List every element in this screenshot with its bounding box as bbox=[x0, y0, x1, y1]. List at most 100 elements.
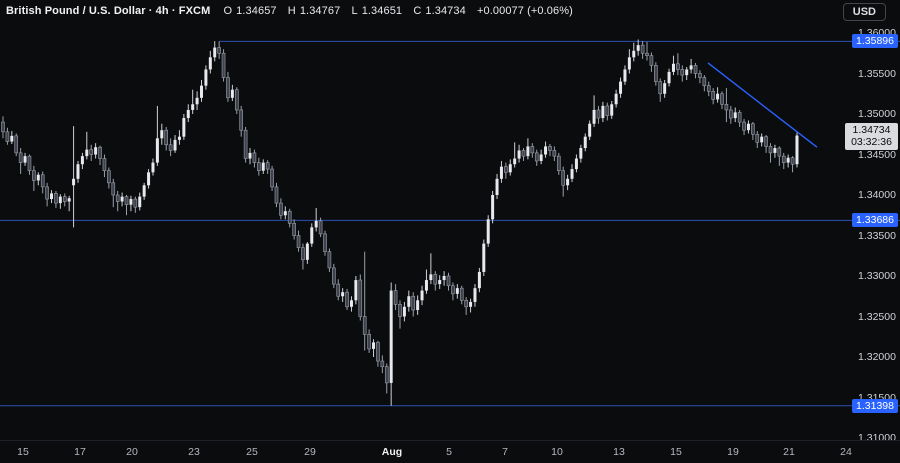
candle-down bbox=[318, 220, 323, 235]
candle-down bbox=[680, 69, 685, 76]
candle-down bbox=[45, 186, 49, 200]
level-price-badge: 1.33686 bbox=[852, 213, 898, 228]
candle-up bbox=[341, 292, 345, 297]
candle-down bbox=[790, 157, 795, 165]
candle-up bbox=[142, 185, 146, 197]
quote-currency-badge[interactable]: USD bbox=[842, 3, 886, 21]
candle-down bbox=[345, 291, 349, 308]
candle-down bbox=[548, 146, 552, 151]
candle-up bbox=[72, 178, 76, 186]
candle-up bbox=[685, 69, 689, 76]
current-price-badge: 1.34734 03:32:36 bbox=[845, 122, 898, 150]
candle-down bbox=[605, 105, 610, 116]
candle-down bbox=[98, 146, 102, 159]
candle-up bbox=[199, 85, 203, 98]
candle-down bbox=[336, 283, 341, 297]
time-axis-label: Aug bbox=[381, 446, 403, 458]
candle-up bbox=[495, 178, 499, 195]
candle-up bbox=[354, 280, 358, 301]
candle-down bbox=[62, 196, 67, 202]
ohlc-open: O 1.34657 bbox=[223, 5, 277, 17]
candle-up bbox=[416, 300, 420, 311]
candle-up bbox=[442, 276, 446, 281]
candle-down bbox=[358, 279, 363, 317]
bar-countdown: 03:32:36 bbox=[851, 136, 892, 149]
time-axis-label: 10 bbox=[551, 446, 563, 458]
candle-up bbox=[402, 306, 406, 317]
trendline-drawing[interactable] bbox=[707, 62, 818, 148]
ohlc-close: C 1.34734 bbox=[413, 5, 466, 17]
time-axis-label: 29 bbox=[304, 446, 316, 458]
candle-up bbox=[305, 243, 309, 260]
candle-down bbox=[521, 150, 526, 157]
candle-down bbox=[296, 235, 301, 248]
candle-up bbox=[786, 157, 790, 163]
candle-up bbox=[310, 227, 314, 244]
candle-down bbox=[504, 166, 508, 173]
candle-down bbox=[40, 174, 45, 188]
price-axis-label: 1.32000 bbox=[858, 351, 896, 363]
candle-up bbox=[94, 147, 98, 155]
candle-down bbox=[751, 123, 755, 135]
ohlc-low: L 1.34651 bbox=[351, 5, 403, 17]
candle-down bbox=[323, 233, 327, 253]
candle-down bbox=[133, 198, 138, 208]
candle-down bbox=[534, 152, 539, 162]
symbol-header[interactable]: British Pound / U.S. Dollar · 4h · FXCM … bbox=[6, 5, 577, 17]
candle-down bbox=[768, 146, 773, 154]
candle-down bbox=[252, 152, 257, 163]
time-axis-label: 19 bbox=[727, 446, 739, 458]
candle-up bbox=[182, 118, 186, 137]
price-axis-label: 1.35500 bbox=[858, 67, 896, 80]
time-axis-label: 15 bbox=[670, 446, 682, 458]
candle-down bbox=[737, 112, 742, 123]
candle-up bbox=[486, 219, 490, 244]
candle-down bbox=[362, 316, 367, 335]
price-axis-label: 1.33000 bbox=[858, 270, 896, 282]
candle-down bbox=[54, 193, 58, 204]
axis-separator bbox=[0, 440, 900, 441]
candle-down bbox=[764, 136, 768, 147]
symbol-title[interactable]: British Pound / U.S. Dollar · 4h · FXCM bbox=[6, 5, 211, 17]
candle-down bbox=[111, 182, 116, 196]
candle-up bbox=[544, 146, 548, 155]
candle-up bbox=[671, 63, 675, 72]
candle-up bbox=[716, 93, 720, 100]
candle-up bbox=[539, 154, 543, 161]
candle-up bbox=[760, 136, 764, 143]
candle-up bbox=[574, 158, 578, 170]
candle-down bbox=[27, 155, 32, 171]
candle-up bbox=[499, 166, 503, 179]
candle-up bbox=[36, 174, 40, 181]
candle-down bbox=[380, 360, 385, 368]
candle-up bbox=[147, 172, 151, 186]
candle-down bbox=[742, 121, 746, 131]
candle-up bbox=[120, 196, 124, 202]
candle-down bbox=[464, 299, 468, 308]
candle-down bbox=[393, 290, 398, 305]
candle-up bbox=[138, 196, 142, 208]
candle-down bbox=[777, 147, 782, 157]
candle-up bbox=[429, 274, 433, 281]
candle-down bbox=[556, 155, 561, 171]
candle-up bbox=[627, 57, 631, 70]
candle-down bbox=[702, 77, 707, 86]
time-axis-label: 17 bbox=[74, 446, 86, 458]
candle-down bbox=[164, 129, 169, 146]
candle-up bbox=[795, 135, 799, 165]
candle-down bbox=[332, 267, 336, 285]
candle-up bbox=[67, 198, 71, 202]
candle-down bbox=[217, 47, 221, 54]
candle-up bbox=[389, 290, 393, 383]
candle-up bbox=[623, 69, 627, 82]
time-axis-label: 7 bbox=[502, 446, 508, 458]
candle-up bbox=[349, 300, 353, 307]
candle-up bbox=[76, 164, 80, 179]
candle-up bbox=[733, 112, 737, 119]
candle-down bbox=[279, 202, 283, 216]
candle-up bbox=[663, 83, 667, 94]
candle-up bbox=[23, 156, 27, 163]
candle-up bbox=[191, 104, 195, 110]
candle-up bbox=[513, 158, 517, 165]
